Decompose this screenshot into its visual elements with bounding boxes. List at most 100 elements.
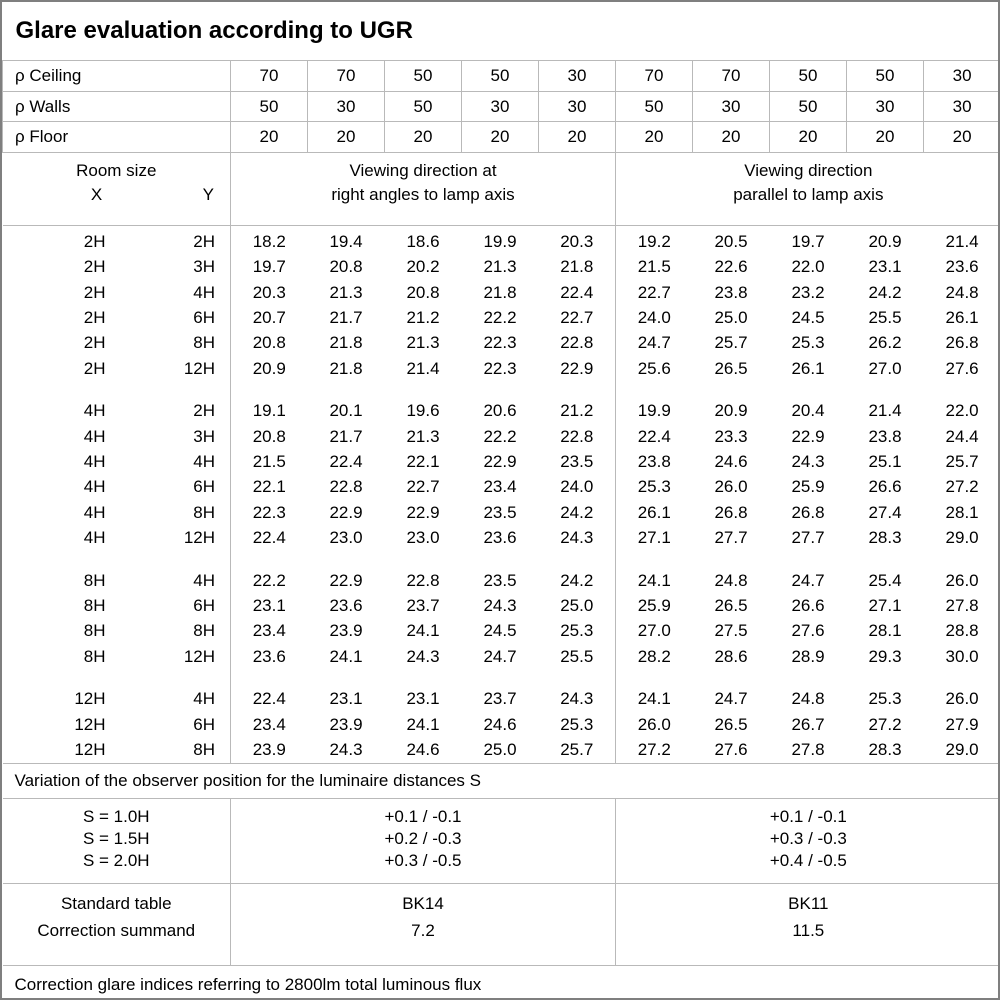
ugr-values-section: 2H 2H 18.2 19.4 18.6 19.9 20.3 19.2 20.5 19.7 20.9… xyxy=(2,225,999,764)
ugr-value-parallel-cell: 27.7 xyxy=(791,528,825,548)
room-x-cell: 12H xyxy=(74,740,106,760)
ugr-value-parallel-cell: 27.2 xyxy=(945,477,979,497)
ugr-value-right-angles-cell: 22.2 xyxy=(252,570,286,590)
reflectance-value-cell: 30 xyxy=(307,90,385,123)
ugr-value-parallel-cell: 26.8 xyxy=(714,502,748,522)
ugr-value-parallel-cell: 27.4 xyxy=(868,502,902,522)
room-x-cell: 2H xyxy=(83,308,106,328)
reflectance-value-cell: 50 xyxy=(769,60,847,92)
room-x-cell: 2H xyxy=(83,282,106,302)
ugr-value-parallel-cell: 27.9 xyxy=(945,714,979,734)
s-value: +0.4 / -0.5 xyxy=(769,850,847,870)
reflectance-value-cell: 20 xyxy=(846,121,924,153)
variation-note-row: Variation of the observer position for t… xyxy=(2,762,998,799)
ugr-value-right-angles-cell: 20.8 xyxy=(252,333,286,353)
ugr-value-right-angles-cell: 23.0 xyxy=(406,528,440,548)
ugr-table-row: 2H 4H 20.3 21.3 20.8 21.8 22.4 22.7 23.8 23.2 24.2… xyxy=(3,280,999,306)
room-x-cell: 2H xyxy=(83,257,106,277)
ugr-value-parallel-cell: 24.1 xyxy=(637,570,671,590)
ugr-value-parallel-cell: 30.0 xyxy=(945,646,979,666)
ugr-table-row: 8H 6H 23.1 23.6 23.7 24.3 25.0 25.9 26.5 26.6 27.1… xyxy=(3,593,999,619)
spacing-correction-row: S = 1.0H S = 1.5H S = 2.0H +0.1 / -0.1 +… xyxy=(2,798,998,884)
variation-note: Variation of the observer position for t… xyxy=(2,762,998,799)
reflectance-value-cell: 20 xyxy=(230,121,308,153)
reflectance-section: ρ Ceiling 70 70 50 50 30 70 70 50 50 30 ρ Walls 50 30… xyxy=(2,60,998,153)
ugr-value-right-angles-cell: 23.9 xyxy=(252,740,286,760)
reflectance-value-cell: 70 xyxy=(692,60,770,92)
ugr-table-row: 2H 12H 20.9 21.8 21.4 22.3 22.9 25.6 26.5 26.1 27.… xyxy=(3,356,999,382)
ugr-value-parallel-cell: 24.4 xyxy=(945,426,979,446)
ugr-value-right-angles-cell: 20.8 xyxy=(406,282,440,302)
ugr-value-parallel-cell: 28.9 xyxy=(791,646,825,666)
ugr-value-parallel-cell: 28.2 xyxy=(637,646,671,666)
ugr-value-right-angles-cell: 19.4 xyxy=(329,231,363,251)
ugr-table-row: 2H 3H 19.7 20.8 20.2 21.3 21.8 21.5 22.6 22.0 23.1… xyxy=(3,254,999,280)
ugr-value-parallel-cell: 22.4 xyxy=(637,426,671,446)
reflectance-row: ρ Walls 50 30 50 30 30 50 30 50 30 30 xyxy=(2,90,998,123)
ugr-value-parallel-cell: 26.5 xyxy=(714,596,748,616)
ugr-value-right-angles-cell: 22.3 xyxy=(483,358,517,378)
ugr-table-row: 12H 4H 22.4 23.1 23.1 23.7 24.3 24.1 24.7 24.8 25.… xyxy=(3,686,999,713)
ugr-value-right-angles-cell: 24.3 xyxy=(538,525,616,551)
ugr-table-row: 2H 2H 18.2 19.4 18.6 19.9 20.3 19.2 20.5 19.7 20.9… xyxy=(3,229,999,255)
room-x-cell: 8H xyxy=(83,570,106,590)
ugr-value-parallel-cell: 26.1 xyxy=(945,308,979,328)
ugr-value-right-angles-cell: 21.3 xyxy=(329,282,363,302)
ugr-table-row: 4H 6H 22.1 22.8 22.7 23.4 24.0 25.3 26.0 25.9 26.6… xyxy=(3,474,999,501)
ugr-value-right-angles-cell: 23.1 xyxy=(252,596,286,616)
standard-table-parallel: BK11 11.5 xyxy=(615,883,998,966)
spacer-cell xyxy=(2,225,231,230)
ugr-value-right-angles-cell: 24.7 xyxy=(483,646,517,666)
ugr-value-parallel-cell: 26.0 xyxy=(945,570,979,590)
ugr-value-right-angles-cell: 21.8 xyxy=(538,254,616,280)
ugr-value-right-angles-cell: 24.2 xyxy=(538,500,616,526)
reflectance-value-cell: 30 xyxy=(922,60,998,92)
ugr-value-parallel-cell: 27.0 xyxy=(868,358,902,378)
correction-summand-label: Correction summand xyxy=(37,920,196,940)
room-y-cell: 12H xyxy=(120,356,231,382)
ugr-value-right-angles-cell: 20.8 xyxy=(329,257,363,277)
correction-summand-value: 7.2 xyxy=(411,920,435,940)
ugr-value-right-angles-cell: 23.9 xyxy=(329,621,363,641)
ugr-value-right-angles-cell: 20.6 xyxy=(483,401,517,421)
room-x-cell: 12H xyxy=(74,689,106,709)
ugr-value-parallel-cell: 29.0 xyxy=(945,528,979,548)
s-label: S = 2.0H xyxy=(82,850,150,870)
ugr-value-right-angles-cell: 23.5 xyxy=(538,449,616,475)
page-title: Glare evaluation according to UGR xyxy=(2,2,998,62)
ugr-value-right-angles-cell: 22.9 xyxy=(538,356,616,382)
ugr-value-right-angles-cell: 22.4 xyxy=(329,452,363,472)
ugr-value-parallel-cell: 25.3 xyxy=(868,689,902,709)
reflectance-row: ρ Ceiling 70 70 50 50 30 70 70 50 50 30 xyxy=(2,60,998,92)
room-x-cell: 8H xyxy=(83,596,106,616)
ugr-value-right-angles-cell: 18.2 xyxy=(252,231,286,251)
reflectance-value-cell: 30 xyxy=(538,90,616,123)
spacer-cell xyxy=(2,669,231,687)
spacer-cell xyxy=(2,381,231,399)
reflectance-value-cell: 20 xyxy=(922,121,998,153)
footer-note-row: Correction glare indices referring to 28… xyxy=(3,965,999,998)
ugr-value-parallel-cell: 22.0 xyxy=(945,401,979,421)
ugr-value-parallel-cell: 24.1 xyxy=(637,689,671,709)
reflectance-value-cell: 50 xyxy=(384,90,462,123)
room-x-cell: 2H xyxy=(83,231,106,251)
spacer-cell xyxy=(230,225,616,230)
reflectance-label: ρ Ceiling xyxy=(2,60,231,92)
reflectance-value-cell: 50 xyxy=(769,90,847,123)
ugr-value-right-angles-cell: 22.9 xyxy=(406,502,440,522)
reflectance-value-cell: 30 xyxy=(922,90,998,123)
ugr-value-right-angles-cell: 21.8 xyxy=(329,333,363,353)
correction-summand-value: 11.5 xyxy=(792,920,825,940)
ugr-value-right-angles-cell: 23.4 xyxy=(252,621,286,641)
ugr-value-parallel-cell: 24.0 xyxy=(637,308,671,328)
s-label: S = 1.0H xyxy=(82,806,150,826)
ugr-value-right-angles-cell: 21.3 xyxy=(406,333,440,353)
spacer-cell xyxy=(230,669,616,687)
room-y-cell: 6H xyxy=(120,593,231,619)
room-x-cell: 2H xyxy=(83,333,106,353)
ugr-value-parallel-cell: 22.9 xyxy=(791,426,825,446)
ugr-value-right-angles-cell: 25.7 xyxy=(538,737,616,764)
ugr-value-right-angles-cell: 20.3 xyxy=(538,229,616,255)
